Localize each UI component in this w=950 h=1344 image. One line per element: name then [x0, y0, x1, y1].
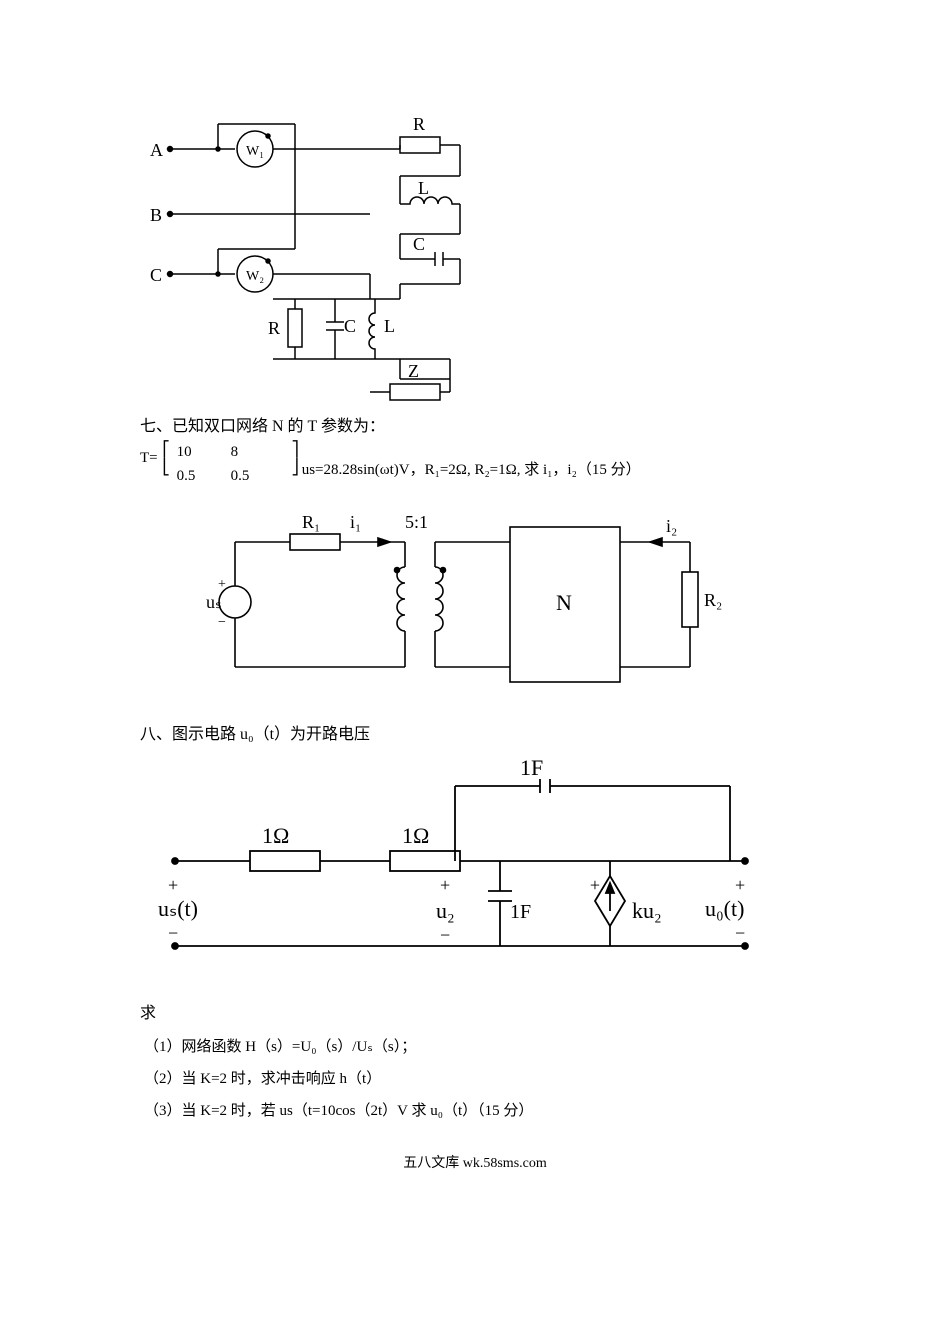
- svg-text:+: +: [168, 875, 178, 895]
- svg-text:−: −: [735, 923, 745, 943]
- t12: 8: [231, 440, 285, 464]
- label-C-bot: C: [344, 316, 356, 336]
- label-ku2: ku₂: [632, 898, 662, 923]
- label-i2: i₂: [666, 516, 677, 536]
- label-B: B: [150, 205, 162, 225]
- label-C: C: [150, 265, 162, 285]
- question-2: （2）当 K=2 时，求冲击响应 h（t）: [144, 1067, 810, 1091]
- svg-text:+: +: [590, 875, 600, 895]
- label-W1: W₁: [246, 144, 264, 159]
- svg-text:−: −: [168, 923, 178, 943]
- label-N: N: [556, 590, 572, 615]
- label-uo: u₀(t): [705, 896, 744, 921]
- label-L-bot: L: [384, 316, 395, 336]
- t21: 0.5: [177, 464, 231, 488]
- label-i1: i₁: [350, 512, 361, 532]
- label-us-t: uₛ(t): [158, 896, 198, 921]
- t-label: T=: [140, 440, 162, 470]
- section7-title: 七、已知双口网络 N 的 T 参数为：: [140, 414, 810, 440]
- section8-title: 八、图示电路 u₀（t）为开路电压: [140, 722, 810, 748]
- question-1: （1）网络函数 H（s）=U₀（s）/Uₛ（s）；: [144, 1035, 810, 1059]
- label-C-top: C: [413, 234, 425, 254]
- label-A: A: [150, 140, 163, 160]
- label-L-top: L: [418, 178, 429, 198]
- t-matrix: T= ⎡ ⎣ 10 8 0.5 0.5 ⎤ ⎦ us=28.28sin(ωt)V…: [140, 440, 810, 488]
- figure-1-circuit: A B C W₁ W₂ R L C R C L Z: [140, 104, 480, 404]
- label-R2: R₂: [704, 590, 722, 610]
- label-R1: R₁: [302, 512, 320, 532]
- label-ratio: 5:1: [405, 512, 428, 532]
- label-1F-mid: 1F: [510, 901, 531, 923]
- svg-text:+: +: [735, 875, 745, 895]
- label-1ohm-2: 1Ω: [402, 823, 429, 848]
- label-1ohm-1: 1Ω: [262, 823, 289, 848]
- label-1F-top: 1F: [520, 755, 543, 780]
- t11: 10: [177, 440, 231, 464]
- label-us: uₛ: [206, 592, 222, 612]
- label-u2: u₂: [436, 898, 455, 923]
- section7-given: us=28.28sin(ωt)V，R₁=2Ω, R₂=1Ω, 求 i₁，i₂（1…: [300, 440, 641, 482]
- label-R-bot: R: [268, 318, 280, 338]
- page-footer: 五八文库 wk.58sms.com: [140, 1153, 810, 1175]
- label-Z: Z: [408, 361, 419, 381]
- svg-text:−: −: [440, 925, 450, 945]
- t22: 0.5: [231, 464, 285, 488]
- qiu-label: 求: [140, 1001, 810, 1027]
- figure-2-circuit: + − uₛ R₁ i₁ 5:1 N i₂ R₂: [180, 492, 740, 712]
- label-W2: W₂: [246, 269, 264, 284]
- svg-text:−: −: [218, 615, 226, 630]
- label-R-top: R: [413, 114, 425, 134]
- figure-3-circuit: 1F 1Ω 1Ω + − uₛ(t) + − u₂ 1F + ku₂ + − u…: [140, 751, 780, 991]
- svg-text:+: +: [440, 875, 450, 895]
- svg-text:+: +: [218, 577, 226, 592]
- question-3: （3）当 K=2 时，若 us（t=10cos（2t）V 求 u₀（t）（15 …: [144, 1099, 810, 1123]
